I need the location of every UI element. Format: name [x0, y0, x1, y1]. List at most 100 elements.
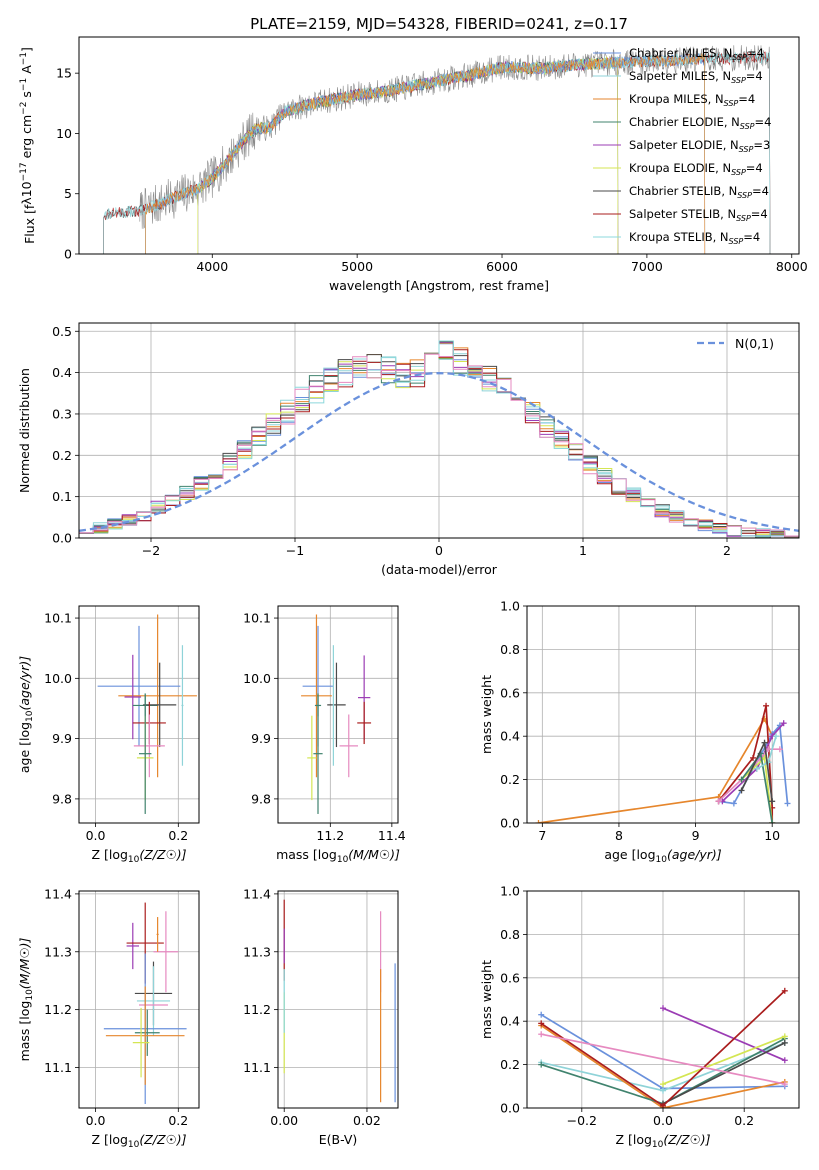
legend-nssp: =4	[738, 92, 755, 106]
label-part: erg cm	[19, 115, 34, 163]
label-part: 10	[128, 1140, 140, 1150]
legend-sub: SSP	[732, 53, 747, 62]
y-tick-label: 11.4	[243, 886, 271, 901]
legend-nssp: =4	[743, 230, 760, 244]
label-part: −17	[19, 162, 29, 181]
plot-area	[283, 899, 396, 1103]
weight-line	[541, 1033, 785, 1085]
y-tick-label: 10.1	[243, 611, 271, 626]
legend-label: Chabrier MILES, NSSP=4	[629, 46, 764, 62]
legend-label: Salpeter MILES, NSSP=4	[629, 69, 763, 85]
x-axis-label: E(B-V)	[319, 1132, 358, 1147]
legend-nssp: =4	[755, 115, 772, 129]
label-part: age [log	[604, 847, 655, 862]
label-part: mass weight	[479, 960, 494, 1039]
y-tick-label: 9.9	[52, 731, 72, 746]
x-axis-label: Z [log10(Z/Z☉)]	[91, 847, 186, 865]
y-tick-label: 0.2	[500, 772, 520, 787]
x-tick-label: 0.0	[653, 1113, 673, 1128]
label-part: (M/M☉)]	[17, 937, 32, 989]
label-part: Z [log	[91, 847, 127, 862]
label-part: Z [log	[615, 1132, 651, 1147]
axes-frame	[277, 605, 399, 824]
y-tick-label: 0.2	[500, 1057, 520, 1072]
x-axis-label: mass [log10(M/M☉)]	[276, 847, 400, 865]
label-part: age [log	[17, 722, 32, 773]
panel-mass-age: 11.2 11.4 9.8 9.9 10.0 10.1 mass [log10(M/M☉)]	[243, 605, 406, 865]
label-part: (age/yr)]	[17, 656, 32, 711]
x-tick-label: −2	[142, 543, 160, 558]
y-tick-label: 9.9	[251, 731, 271, 746]
panel-z-weight: −0.2 0.0 0.2 0.0 0.2 0.4 0.6 0.8 1.0 Z [log10(Z/Z…	[479, 884, 800, 1150]
label-part: λ10	[19, 181, 34, 204]
x-tick-label: 0.02	[353, 1113, 381, 1128]
y-tick-label: 0.1	[52, 489, 72, 504]
y-tick-label: 9.8	[251, 791, 271, 806]
label-part: mass [log	[17, 1001, 32, 1062]
x-tick-label: 0.2	[734, 1113, 754, 1128]
histogram-step	[79, 353, 799, 537]
y-tick-label: 0.2	[52, 448, 72, 463]
label-part: (Z/Z☉)]	[663, 1132, 710, 1147]
y-tick-label: 10.1	[44, 611, 72, 626]
legend-nssp: =4	[752, 184, 769, 198]
legend-name: Chabrier MILES, N	[629, 46, 732, 60]
label-part: −1	[19, 52, 29, 65]
y-tick-label: 0	[64, 247, 72, 262]
weight-line	[662, 1035, 786, 1085]
x-tick-label: 11.2	[316, 828, 344, 843]
y-tick-label: 0.4	[52, 365, 72, 380]
legend-sub: SSP	[731, 76, 746, 85]
model-spectrum-kroupa-miles	[145, 53, 706, 254]
y-tick-label: 0.6	[500, 970, 520, 985]
x-axis-label: Z [log10(Z/Z☉)]	[91, 1132, 186, 1150]
figure-title: PLATE=2159, MJD=54328, FIBERID=0241, z=0…	[250, 15, 628, 33]
label-part: E(B-V)	[319, 1132, 358, 1147]
legend-label: Kroupa ELODIE, NSSP=4	[629, 161, 763, 177]
x-tick-label: 5000	[341, 259, 373, 274]
y-tick-label: 0.4	[500, 1014, 520, 1029]
y-tick-label: 0.8	[500, 642, 520, 657]
y-tick-label: 1.0	[500, 884, 520, 899]
legend-name: Salpeter STELIB, N	[629, 207, 736, 221]
legend-name: Kroupa ELODIE, N	[629, 161, 731, 175]
y-tick-label: 10	[56, 126, 72, 141]
y-tick-label: 5	[64, 186, 72, 201]
x-axis-label: age [log10(age/yr)]	[604, 847, 721, 865]
x-tick-label: 0.00	[270, 1113, 298, 1128]
plot-area	[103, 45, 771, 254]
axes-frame	[78, 36, 800, 255]
x-tick-label: 8	[615, 828, 623, 843]
x-tick-label: 2	[723, 543, 731, 558]
label-part: (Z/Z☉)]	[139, 847, 186, 862]
y-axis-label: mass weight	[479, 675, 494, 754]
legend-nssp: =3	[753, 138, 770, 152]
y-tick-label: 11.3	[44, 944, 72, 959]
x-tick-label: 9	[692, 828, 700, 843]
label-part: Flux [f	[22, 204, 37, 244]
x-tick-label: 0.0	[86, 1113, 106, 1128]
label-part: 10	[652, 1140, 664, 1150]
legend-label: Chabrier STELIB, NSSP=4	[629, 184, 769, 200]
legend-label: Kroupa MILES, NSSP=4	[629, 92, 755, 108]
label-part: wavelength [Angstrom, rest frame]	[329, 278, 549, 293]
axes-frame	[78, 605, 200, 824]
x-tick-label: −1	[286, 543, 304, 558]
x-tick-label: 0	[435, 543, 443, 558]
legend-sub: SSP	[724, 99, 739, 108]
plot-area	[103, 902, 187, 1104]
y-tick-label: 11.2	[44, 1002, 72, 1017]
label-part: A	[19, 65, 34, 78]
y-tick-label: 11.2	[243, 1002, 271, 1017]
legend-nssp: =4	[746, 161, 763, 175]
legend-label: Salpeter ELODIE, NSSP=3	[629, 138, 770, 154]
legend-sub: SSP	[737, 191, 752, 200]
y-tick-label: 0.0	[52, 531, 72, 546]
y-tick-label: 11.3	[243, 944, 271, 959]
x-tick-label: −0.2	[567, 1113, 597, 1128]
y-tick-label: 9.8	[52, 791, 72, 806]
x-tick-label: 0.2	[168, 828, 188, 843]
